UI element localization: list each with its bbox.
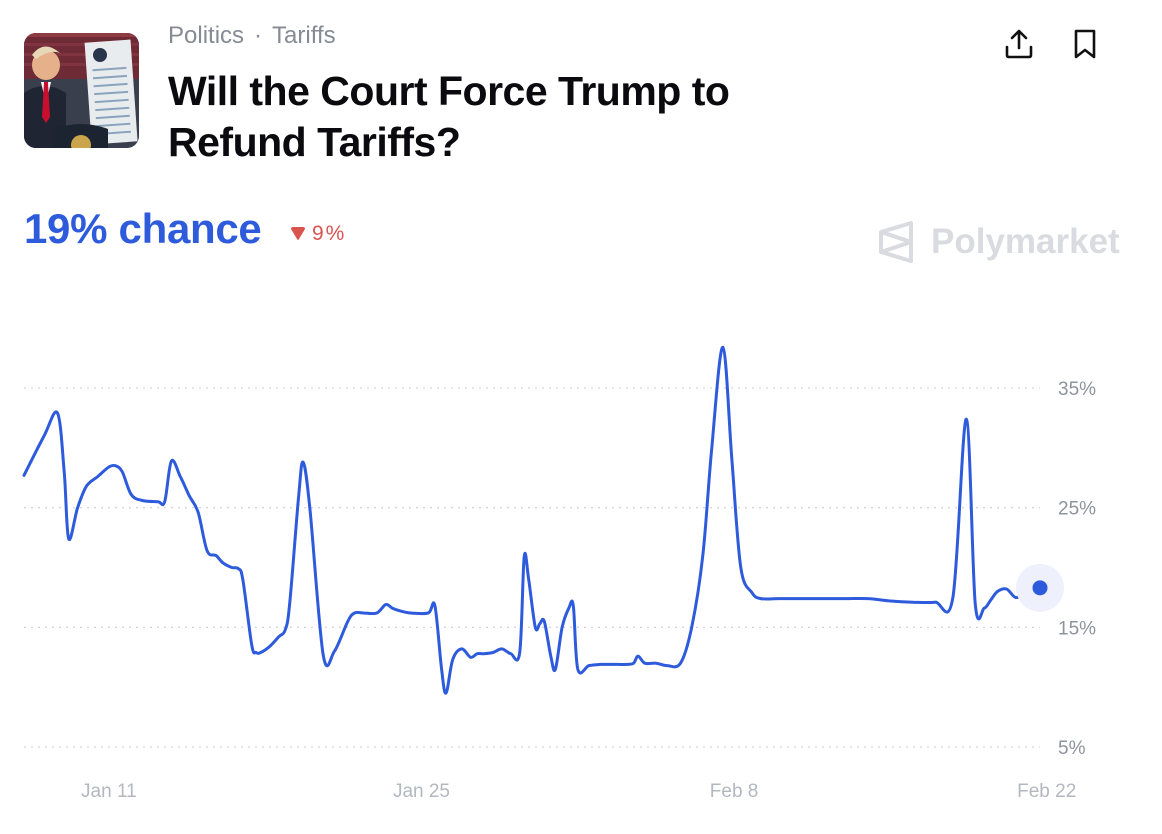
polymarket-logo: Polymarket: [877, 219, 1120, 265]
chance-change-value: 9%: [312, 222, 347, 245]
y-tick-label: 25%: [1058, 499, 1096, 520]
x-tick-label: Feb 22: [1017, 781, 1076, 802]
x-axis-ticks: Jan 11 Jan 25 Feb 8 Feb 22: [81, 781, 1076, 802]
y-tick-label: 5%: [1058, 738, 1086, 759]
share-icon: [1005, 29, 1033, 59]
triangle-down-icon: [291, 227, 305, 240]
probability-chart[interactable]: 5% 15% 25% 35% Jan 11 Jan 25 Feb 8 Feb 22: [0, 290, 1162, 820]
breadcrumb-separator: ·: [254, 22, 263, 49]
series-line-yes: [22, 345, 1042, 695]
market-thumbnail: [24, 33, 139, 148]
bookmark-icon: [1074, 29, 1096, 59]
y-axis-ticks: 5% 15% 25% 35%: [1058, 379, 1096, 759]
latest-point-marker[interactable]: [1032, 580, 1048, 596]
brand-name: Polymarket: [931, 222, 1120, 261]
x-tick-label: Jan 25: [393, 781, 450, 802]
market-thumbnail-image: [24, 33, 139, 148]
x-tick-label: Feb 8: [710, 781, 759, 802]
polymarket-logo-icon: [879, 221, 913, 263]
y-tick-label: 15%: [1058, 618, 1096, 639]
market-title: Will the Court Force Trump to Refund Tar…: [168, 68, 730, 165]
bookmark-button[interactable]: [1067, 26, 1103, 62]
share-button[interactable]: [1001, 26, 1037, 62]
breadcrumb-category[interactable]: Politics: [168, 22, 245, 49]
breadcrumb-subcategory[interactable]: Tariffs: [272, 22, 336, 49]
chance-change: 9%: [290, 222, 346, 246]
y-tick-label: 35%: [1058, 379, 1096, 400]
chart-grid: [24, 387, 1040, 748]
chance-percentage: 19% chance: [24, 205, 262, 252]
x-tick-label: Jan 11: [81, 781, 137, 802]
breadcrumb: Politics · Tariffs: [168, 22, 336, 50]
